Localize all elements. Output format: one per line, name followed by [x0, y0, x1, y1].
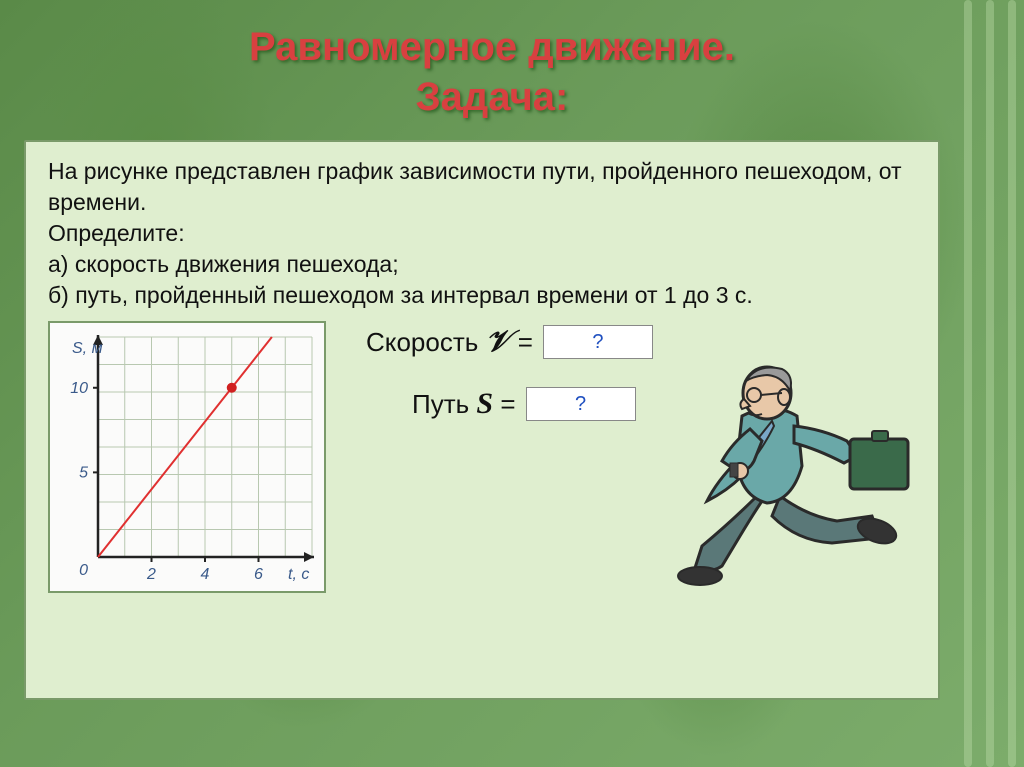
path-eq: = — [500, 389, 515, 419]
speed-eq: = — [518, 327, 533, 357]
svg-text:5: 5 — [79, 465, 88, 482]
svg-text:t, с: t, с — [288, 566, 309, 583]
problem-item-b: б) путь, пройденный пешеходом за интерва… — [48, 280, 916, 311]
svg-text:2: 2 — [146, 566, 156, 583]
decorative-stripes — [964, 0, 1024, 767]
path-answer-field[interactable]: ? — [526, 387, 636, 421]
slide-title: Равномерное движение. Задача: — [24, 14, 960, 140]
content-panel: На рисунке представлен график зависимост… — [24, 140, 940, 700]
slide-content: Равномерное движение. Задача: На рисунке… — [24, 14, 960, 734]
problem-statement: На рисунке представлен график зависимост… — [48, 156, 916, 311]
svg-text:6: 6 — [254, 566, 263, 583]
path-label: Путь — [412, 389, 469, 419]
title-line-1: Равномерное движение. — [249, 25, 735, 69]
svg-text:4: 4 — [201, 566, 210, 583]
path-symbol: S — [476, 387, 493, 420]
running-man-illustration — [622, 321, 922, 601]
svg-text:S, м: S, м — [72, 340, 103, 357]
problem-determine: Определите: — [48, 218, 916, 249]
distance-time-chart: 2 4 6 5 10 0 S, м t, с — [48, 321, 326, 593]
speed-symbol: 𝒱 — [486, 325, 511, 358]
svg-text:10: 10 — [70, 380, 88, 397]
path-value: ? — [575, 393, 586, 416]
problem-intro: На рисунке представлен график зависимост… — [48, 156, 916, 218]
speed-label: Скорость — [366, 327, 478, 357]
chart-svg: 2 4 6 5 10 0 S, м t, с — [50, 323, 324, 591]
problem-item-a: а) скорость движения пешехода; — [48, 249, 916, 280]
speed-value: ? — [592, 331, 603, 354]
title-line-2: Задача: — [416, 75, 569, 119]
svg-text:0: 0 — [79, 562, 88, 579]
